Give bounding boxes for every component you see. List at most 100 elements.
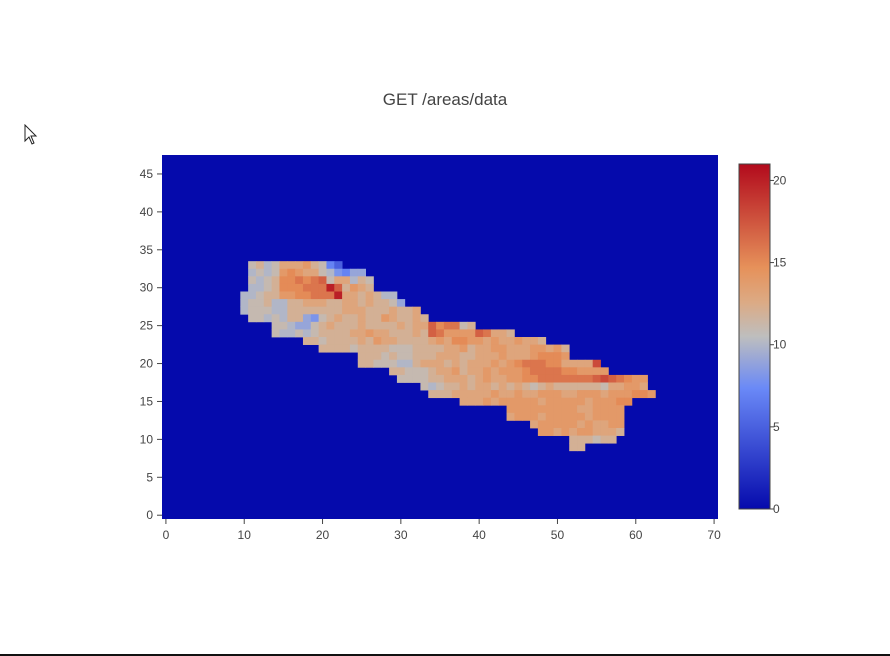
heatmap-cell	[295, 314, 304, 323]
x-tick-label: 50	[551, 528, 565, 542]
heatmap-cell	[389, 291, 398, 300]
heatmap-cell	[365, 329, 374, 338]
heatmap-cell	[310, 321, 320, 330]
heatmap-cell	[318, 276, 327, 285]
heatmap-cell	[608, 397, 617, 406]
heatmap-cell	[428, 337, 437, 345]
heatmap-cell	[467, 390, 476, 399]
heatmap-cell	[373, 299, 382, 308]
heatmap-cell	[561, 344, 570, 353]
heatmap-cell	[287, 261, 296, 270]
heatmap-cell	[537, 374, 547, 383]
heatmap-cell	[381, 291, 390, 300]
heatmap-cell	[420, 352, 429, 361]
heatmap-cell	[349, 283, 359, 292]
heatmap-cell	[318, 329, 327, 338]
heatmap-cell	[506, 397, 515, 406]
heatmap-cell	[389, 314, 398, 323]
heatmap-cell	[389, 367, 398, 376]
heatmap-cell	[255, 299, 265, 308]
colorbar-tick-label: 15	[773, 256, 787, 270]
heatmap-cell	[553, 359, 562, 368]
heatmap-cell	[287, 276, 296, 285]
x-tick-label: 20	[316, 528, 330, 542]
heatmap-cell	[436, 367, 445, 376]
heatmap-cell	[608, 374, 617, 383]
heatmap-cell	[577, 382, 586, 391]
heatmap-cell	[349, 321, 359, 330]
heatmap-cell	[263, 268, 273, 277]
heatmap-cell	[514, 405, 523, 414]
heatmap-cell	[475, 329, 484, 338]
heatmap-cell	[404, 344, 413, 353]
heatmap-cell	[334, 276, 343, 285]
heatmap-cell	[639, 390, 648, 399]
heatmap-cell	[302, 321, 312, 330]
heatmap-cell	[436, 390, 445, 399]
heatmap-cell	[624, 382, 633, 391]
heatmap-cell	[537, 367, 547, 376]
heatmap-cell	[522, 374, 531, 383]
heatmap-cell	[467, 337, 476, 345]
heatmap-cell	[459, 352, 468, 361]
heatmap-cell	[279, 261, 288, 270]
heatmap-cell	[631, 374, 641, 383]
heatmap-cell	[553, 367, 562, 376]
heatmap-cell	[616, 390, 625, 399]
heatmap-cell	[451, 337, 460, 345]
heatmap-cell	[263, 299, 273, 308]
heatmap-cell	[428, 344, 437, 353]
heatmap-cell	[279, 314, 288, 323]
heatmap-cell	[530, 397, 539, 406]
heatmap-cell	[530, 405, 539, 414]
heatmap-cell	[271, 299, 280, 308]
heatmap-cell	[553, 352, 562, 361]
heatmap-cell	[577, 367, 586, 376]
heatmap-cell	[459, 359, 468, 368]
heatmap-cell	[287, 299, 296, 308]
heatmap-cell	[624, 390, 633, 399]
heatmap-cell	[271, 329, 280, 338]
heatmap-cell	[514, 352, 523, 361]
heatmap-cell	[436, 321, 445, 330]
heatmap-cell	[302, 299, 312, 308]
heatmap-cell	[451, 359, 460, 368]
heatmap-cell	[584, 374, 594, 383]
heatmap-cell	[639, 374, 648, 383]
heatmap-cell	[561, 374, 570, 383]
colorbar-tick-label: 20	[773, 173, 787, 187]
heatmap-cell	[373, 291, 382, 300]
heatmap-cell	[389, 337, 398, 345]
heatmap-cell	[600, 428, 609, 436]
heatmap-cell	[600, 367, 609, 376]
heatmap-cell	[420, 314, 429, 323]
heatmap-cell	[483, 352, 492, 361]
heatmap-cell	[467, 382, 476, 391]
heatmap-cell	[592, 412, 601, 421]
heatmap-cell	[302, 329, 312, 338]
heatmap-cell	[334, 314, 343, 323]
heatmap-cell	[310, 329, 320, 338]
heatmap-cell	[545, 374, 554, 383]
heatmap-cell	[483, 382, 492, 391]
heatmap-cell	[255, 314, 265, 323]
heatmap-cell	[561, 390, 570, 399]
heatmap-cell	[412, 314, 421, 323]
heatmap-cell	[279, 276, 288, 285]
heatmap-cell	[545, 420, 554, 429]
heatmap-cell	[569, 405, 578, 414]
heatmap-cell	[553, 428, 562, 436]
heatmap-cell	[318, 314, 327, 323]
heatmap-cell	[240, 306, 249, 315]
heatmap-cell	[295, 291, 304, 300]
heatmap-cell	[381, 306, 390, 315]
heatmap-cell	[373, 352, 382, 361]
heatmap-cell	[412, 321, 421, 330]
heatmap-cell	[522, 412, 531, 421]
x-tick-label: 70	[707, 528, 721, 542]
heatmap-cell	[475, 337, 484, 345]
heatmap-cell	[396, 367, 406, 376]
heatmap-cell	[592, 405, 601, 414]
heatmap-cell	[537, 405, 547, 414]
heatmap-cell	[600, 420, 609, 429]
